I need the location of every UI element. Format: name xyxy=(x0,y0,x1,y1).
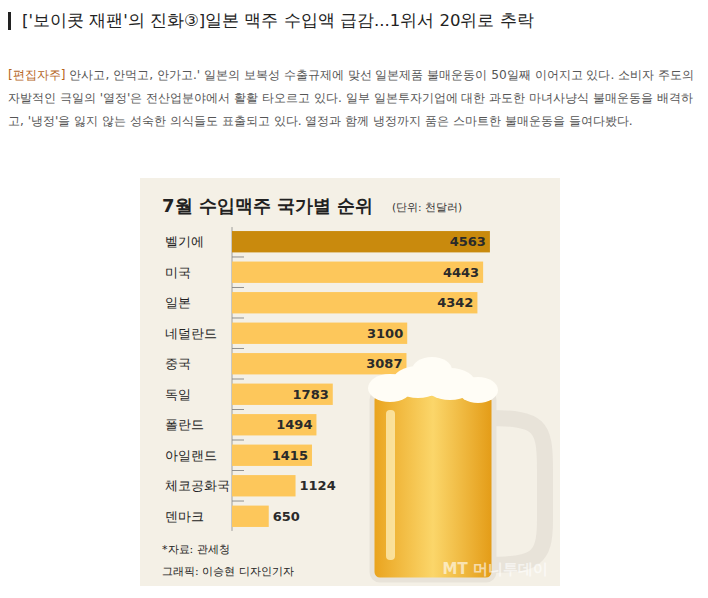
category-labels: 벨기에미국일본네덜란드중국독일폴란드아일랜드체코공화국덴마크 xyxy=(165,234,230,524)
category-label: 아일랜드 xyxy=(165,448,217,463)
article-title: ['보이콧 재팬'의 진화③]일본 맥주 수입액 급감...1위서 20위로 추… xyxy=(22,10,534,32)
mug-highlight xyxy=(386,410,395,560)
data-label: 3087 xyxy=(366,356,402,371)
watermark: MT 머니투데이 xyxy=(443,560,548,578)
separator-tick xyxy=(232,470,244,471)
category-label: 벨기에 xyxy=(165,234,204,249)
separator-tick xyxy=(232,317,244,318)
separator-tick xyxy=(232,287,244,288)
chart-background xyxy=(140,178,560,586)
bar xyxy=(232,323,407,344)
bar xyxy=(232,384,333,405)
data-label: 650 xyxy=(273,509,300,524)
separator-tick xyxy=(232,440,244,441)
category-label: 체코공화국 xyxy=(165,478,230,493)
category-label: 덴마크 xyxy=(165,509,204,524)
mug-illustration xyxy=(368,357,545,580)
data-label: 4342 xyxy=(437,295,473,310)
chart-subtitle: (단위: 천달러) xyxy=(392,201,462,213)
credit: 그래픽: 이승현 디자인기자 xyxy=(162,565,294,578)
mug-body xyxy=(372,392,494,580)
bar xyxy=(232,475,296,496)
category-label: 독일 xyxy=(165,387,191,402)
bar xyxy=(232,445,312,466)
category-label: 폴란드 xyxy=(165,417,204,432)
mug-handle xyxy=(488,418,545,565)
data-label: 1124 xyxy=(300,478,336,493)
source: *자료: 관세청 xyxy=(162,543,230,556)
data-label: 1783 xyxy=(293,387,329,402)
data-labels: 4563 4443 4342 3100 3087 1783 1494 1415 1124 650 xyxy=(272,234,486,524)
bar xyxy=(232,231,490,252)
bar xyxy=(232,292,477,313)
separator-tick xyxy=(232,256,244,257)
separator-tick xyxy=(232,379,244,380)
data-label: 3100 xyxy=(367,326,403,341)
bar xyxy=(232,262,483,283)
editor-text: 안사고, 안먹고, 안가고.' 일본의 보복성 수출규제에 맞선 일본제품 불매… xyxy=(8,68,694,128)
data-label: 4563 xyxy=(450,234,486,249)
editor-tag: [편집자주] xyxy=(8,68,66,82)
title-marker xyxy=(8,12,11,30)
mug-foam xyxy=(412,357,452,383)
category-label: 일본 xyxy=(165,295,191,310)
separator-tick xyxy=(232,501,244,502)
bar xyxy=(232,353,406,374)
data-label: 1415 xyxy=(272,448,308,463)
editor-note: [편집자주] 안사고, 안먹고, 안가고.' 일본의 보복성 수출규제에 맞선 … xyxy=(8,64,700,133)
data-label: 4443 xyxy=(443,265,479,280)
category-label: 네덜란드 xyxy=(165,326,217,341)
separator-tick xyxy=(232,348,244,349)
data-label: 1494 xyxy=(276,417,312,432)
bar xyxy=(232,414,316,435)
chart-title: 7월 수입맥주 국가별 순위 xyxy=(162,195,373,216)
separator-tick xyxy=(232,409,244,410)
category-label: 중국 xyxy=(165,356,191,371)
bar xyxy=(232,506,269,527)
mug-foam xyxy=(458,377,498,403)
category-label: 미국 xyxy=(165,265,191,280)
